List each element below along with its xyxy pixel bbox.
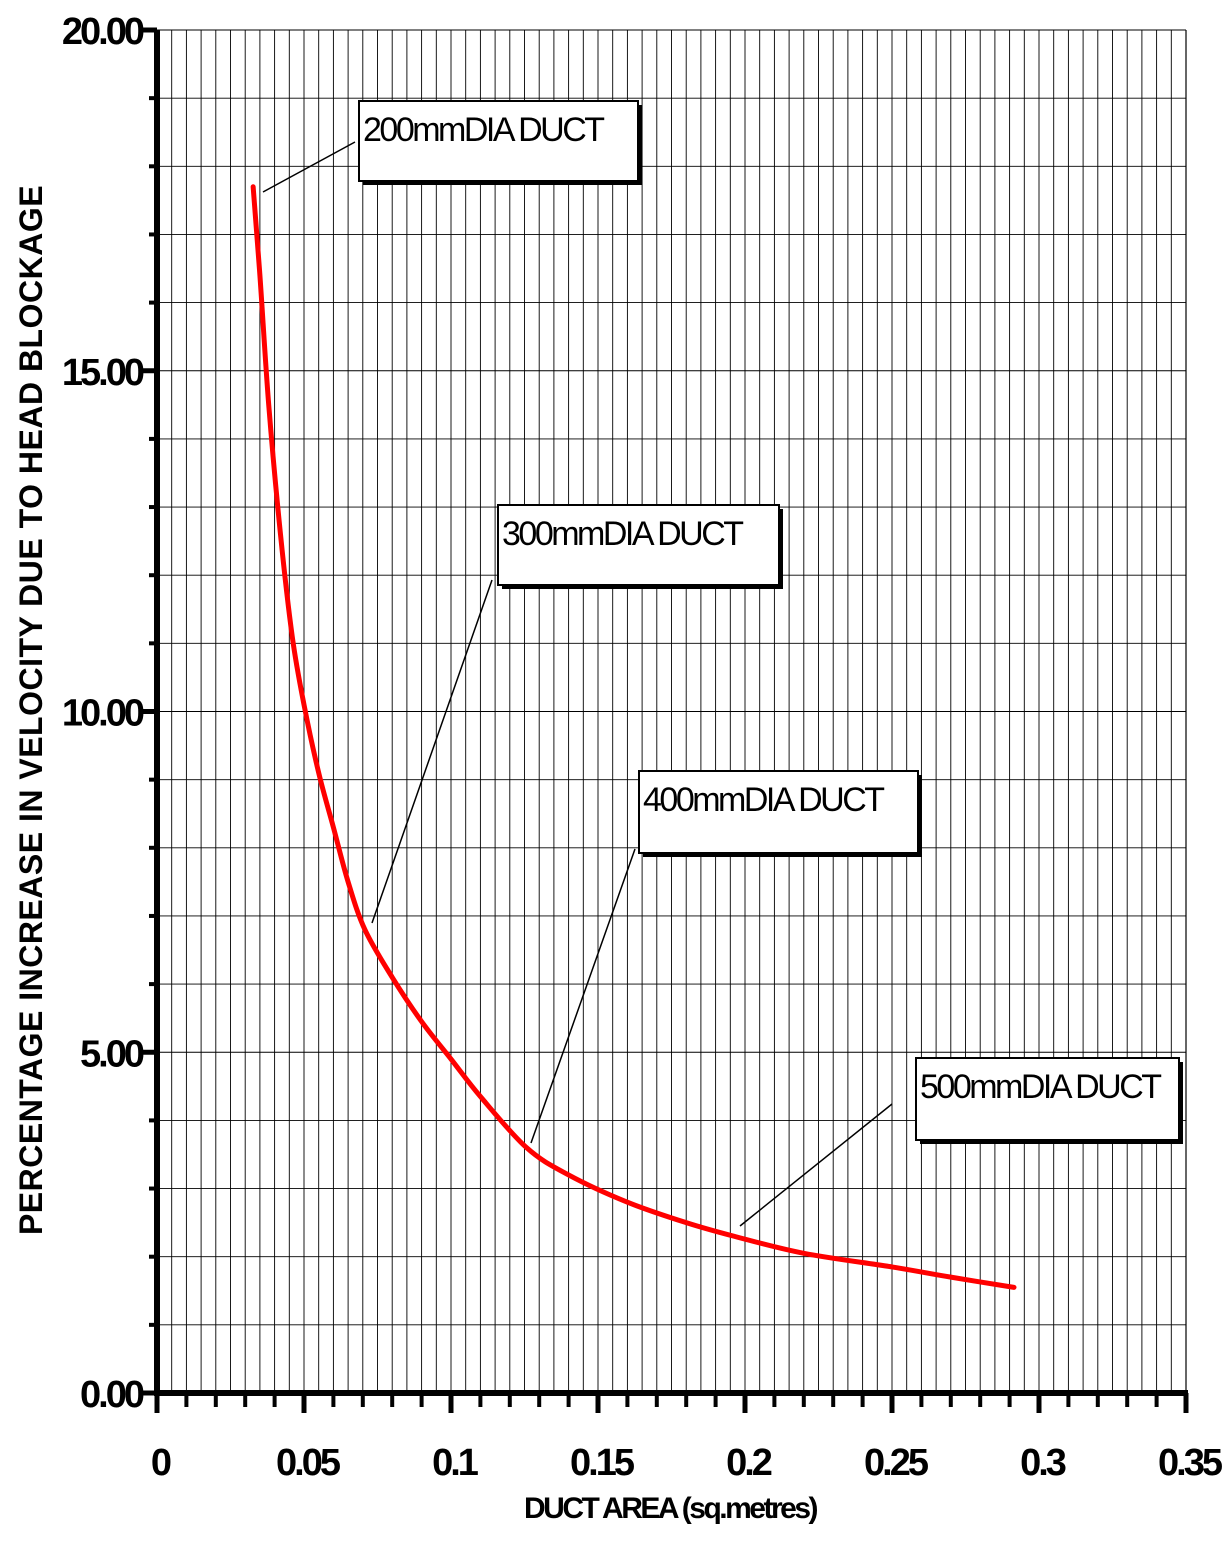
y-axis-title: PERCENTAGE INCREASE IN VELOCITY DUE TO H…: [13, 185, 49, 1235]
annotation-label: 200mmDIA DUCT: [363, 111, 604, 149]
annotation-label: 400mmDIA DUCT: [643, 781, 884, 819]
x-tick-label: 0.35: [1158, 1442, 1223, 1484]
tick-labels: 0 0.05 0.1 0.15 0.2 0.25 0.3 0.35 0.00 5.00 10.00 1…: [62, 11, 1226, 1484]
annotation-box: [915, 1057, 1180, 1141]
axis-ticks: [143, 27, 1189, 1413]
x-axis-title: DUCT AREA (sq.metres): [524, 1492, 817, 1525]
y-tick-label: 5.00: [80, 1033, 144, 1075]
x-tick-label: 0.25: [864, 1442, 929, 1484]
y-tick-label: 10.00: [62, 693, 144, 735]
annotation-leader-line: [739, 1103, 893, 1227]
x-tick-label: 0.15: [570, 1442, 635, 1484]
y-tick-label: 15.00: [62, 352, 144, 394]
annotation-leader-line: [530, 848, 636, 1144]
annotation-leader-line: [262, 141, 356, 193]
y-tick-label: 20.00: [62, 11, 144, 53]
series-group: [250, 184, 1017, 1290]
annotation-callout: 300mmDIA DUCT: [371, 504, 783, 924]
annotations: 200mmDIA DUCT 300mmDIA DUCT 400mmDIA DUCT 5…: [262, 100, 1183, 1227]
x-tick-label: 0.2: [726, 1442, 772, 1484]
x-tick-label: 0: [151, 1442, 171, 1484]
annotation-callout: 500mmDIA DUCT: [739, 1057, 1183, 1227]
annotation-leader-line: [371, 579, 493, 924]
annotation-label: 500mmDIA DUCT: [920, 1068, 1161, 1106]
annotation-box: [638, 770, 919, 854]
annotation-box: [497, 504, 780, 586]
x-tick-label: 0.3: [1020, 1442, 1066, 1484]
annotation-callout: 400mmDIA DUCT: [530, 770, 922, 1144]
y-tick-label: 0.00: [80, 1374, 144, 1416]
annotation-label: 300mmDIA DUCT: [502, 515, 743, 553]
annotation-callout: 200mmDIA DUCT: [262, 100, 642, 193]
annotation-box: [358, 100, 639, 182]
x-tick-label: 0.1: [432, 1442, 479, 1484]
series-line: [250, 184, 1017, 1290]
x-tick-label: 0.05: [276, 1442, 341, 1484]
minor-grid: [157, 29, 1187, 1393]
